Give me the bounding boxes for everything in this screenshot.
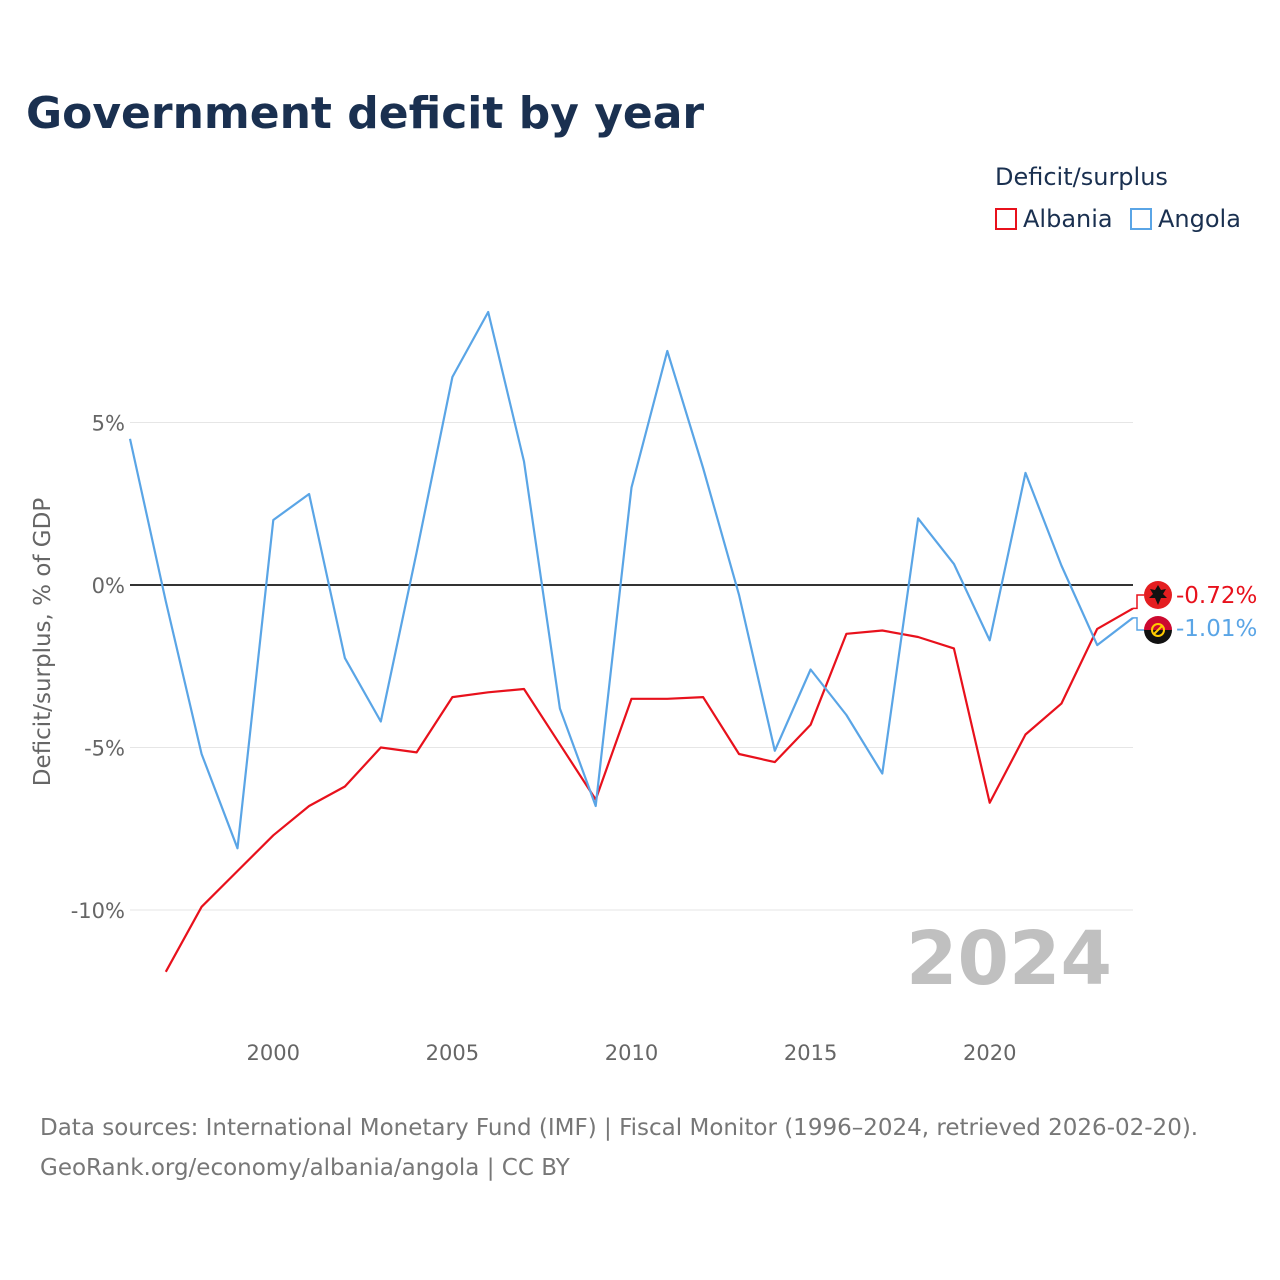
legend-label-angola: Angola (1158, 205, 1241, 233)
source-line-2: GeoRank.org/economy/albania/angola | CC … (40, 1155, 570, 1181)
legend-item-angola[interactable]: Angola (1130, 205, 1241, 233)
albania-flag-icon (1144, 581, 1172, 609)
y-tick-label: -10% (71, 899, 125, 923)
chart-title: Government deficit by year (26, 88, 705, 139)
source-line-1: Data sources: International Monetary Fun… (40, 1115, 1199, 1141)
angola-flag-icon (1144, 616, 1172, 644)
series-lines (128, 310, 1144, 973)
angola-connector (1133, 617, 1144, 631)
x-tick-label: 2000 (247, 1041, 300, 1065)
grid-lines (130, 422, 1133, 911)
legend-label-albania: Albania (1023, 205, 1113, 233)
angola-end-label: -1.01% (1176, 616, 1257, 642)
legend-swatch-albania (995, 208, 1017, 230)
x-tick-label: 2010 (605, 1041, 658, 1065)
year-watermark: 2024 (906, 916, 1112, 1002)
y-axis-label: Deficit/surplus, % of GDP (30, 498, 56, 787)
legend-item-albania[interactable]: Albania (995, 205, 1113, 233)
axis-ticks: 5% 0% -5% -10% 2000 2005 2010 2015 2020 (71, 412, 1017, 1066)
y-tick-label: -5% (84, 737, 125, 761)
albania-end-label: -0.72% (1176, 583, 1257, 609)
y-tick-label: 0% (92, 574, 125, 598)
series-line-angola (128, 310, 1134, 850)
x-tick-label: 2015 (784, 1041, 837, 1065)
y-tick-label: 5% (92, 412, 125, 436)
albania-connector (1133, 594, 1144, 610)
x-tick-label: 2020 (963, 1041, 1016, 1065)
legend-swatch-angola (1130, 208, 1152, 230)
legend-title: Deficit/surplus (995, 163, 1168, 191)
x-tick-label: 2005 (426, 1041, 479, 1065)
source-note: Data sources: International Monetary Fun… (40, 1108, 1198, 1188)
series-line-albania (164, 607, 1134, 973)
